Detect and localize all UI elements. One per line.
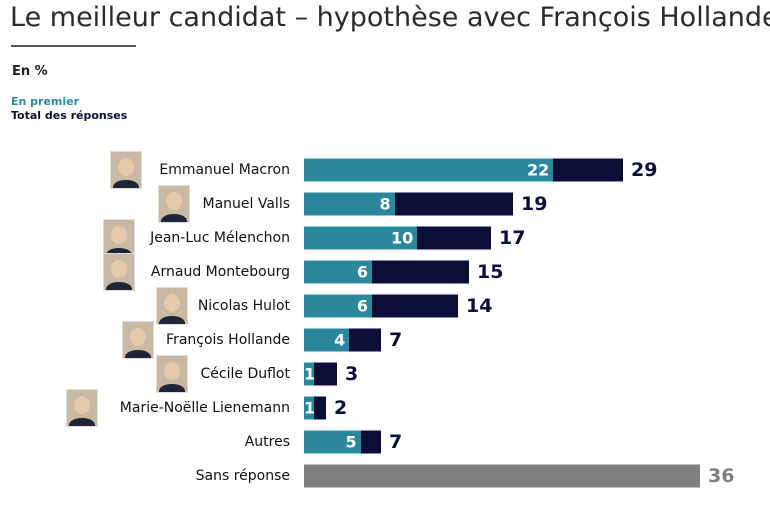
- category-label: Jean-Luc Mélenchon: [150, 230, 290, 246]
- category-label: Emmanuel Macron: [159, 162, 290, 178]
- total-value-label: 14: [466, 295, 493, 317]
- candidate-photo: [158, 185, 190, 223]
- first-value-label: 1: [304, 364, 316, 384]
- bar-en-premier: [304, 260, 372, 284]
- category-label: Manuel Valls: [202, 196, 291, 212]
- category-label: Sans réponse: [195, 468, 290, 484]
- total-value-label: 2: [334, 397, 348, 419]
- chart-title: Le meilleur candidat – hypothèse avec Fr…: [10, 2, 770, 33]
- total-value-label: 17: [499, 227, 526, 249]
- bar-en-premier: [304, 430, 361, 454]
- candidate-photo: [103, 219, 135, 257]
- first-value-label: 5: [345, 432, 357, 452]
- bar-en-premier: [304, 226, 418, 250]
- bar-en-premier: [304, 192, 395, 216]
- bar-en-premier: [304, 328, 350, 352]
- category-label: Arnaud Montebourg: [150, 264, 290, 280]
- candidate-photo: [66, 389, 98, 427]
- candidate-photo: [103, 253, 135, 291]
- category-label: Autres: [244, 434, 290, 450]
- candidate-photo: [122, 321, 154, 359]
- total-value-label: 36: [708, 465, 735, 487]
- first-value-label: 6: [356, 262, 368, 282]
- category-label: Nicolas Hulot: [197, 298, 290, 314]
- total-value-label: 7: [389, 431, 403, 453]
- candidate-photo: [156, 355, 188, 393]
- total-value-label: 29: [631, 159, 658, 181]
- legend-total: Total des réponses: [11, 109, 128, 122]
- first-value-label: 22: [526, 160, 550, 180]
- title-underline: [11, 45, 136, 47]
- category-label: Marie-Noëlle Lienemann: [119, 400, 290, 416]
- bar-en-premier: [304, 158, 554, 182]
- first-value-label: 10: [391, 228, 414, 248]
- candidate-photo: [110, 151, 142, 189]
- bar-en-premier: [304, 396, 314, 420]
- bar-sans-reponse: [304, 464, 700, 488]
- category-label: Cécile Duflot: [200, 366, 290, 382]
- candidate-photo: [156, 287, 188, 325]
- first-value-label: 4: [334, 330, 346, 350]
- first-value-label: 8: [379, 194, 391, 214]
- category-label: François Hollande: [166, 332, 290, 348]
- first-value-label: 6: [356, 296, 368, 316]
- bar-en-premier: [304, 362, 314, 386]
- bar-en-premier: [304, 294, 372, 318]
- legend-en-premier: En premier: [11, 95, 80, 108]
- total-value-label: 15: [477, 261, 504, 283]
- first-value-label: 1: [304, 398, 316, 418]
- total-value-label: 7: [389, 329, 403, 351]
- total-value-label: 3: [345, 363, 359, 385]
- total-value-label: 19: [521, 193, 548, 215]
- unit-label: En %: [12, 64, 48, 79]
